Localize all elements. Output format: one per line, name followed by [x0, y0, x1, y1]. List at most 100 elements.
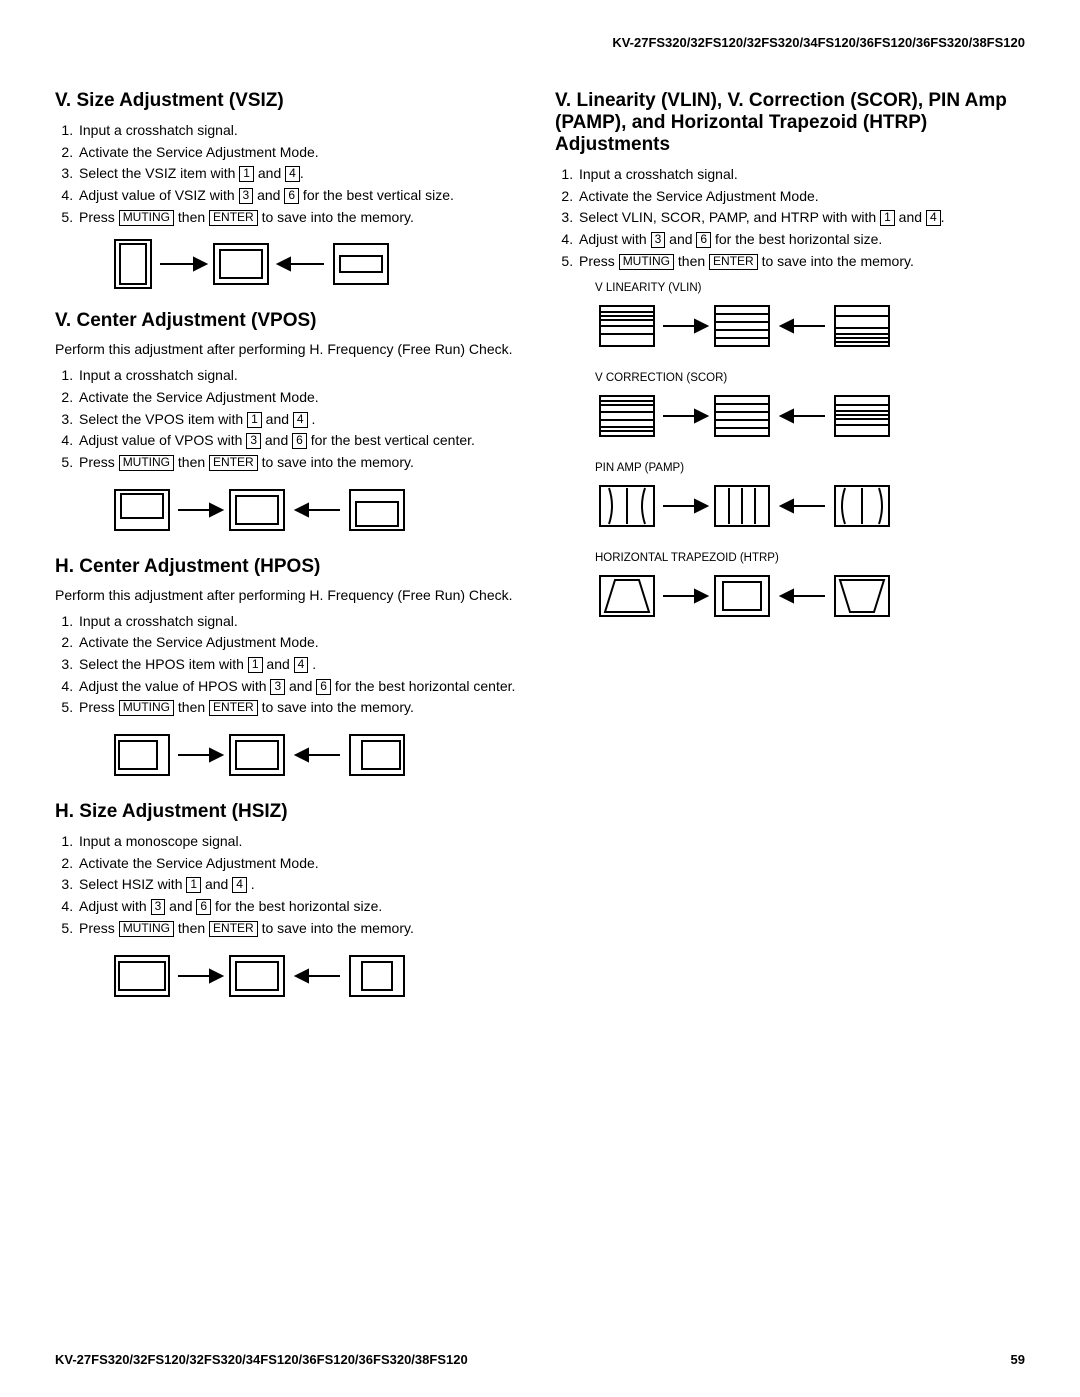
- footer-page-number: 59: [1011, 1352, 1025, 1367]
- vlin-svg: [595, 300, 915, 354]
- list-item: Adjust with 3 and 6 for the best horizon…: [77, 896, 525, 918]
- pamp-diagram: [595, 480, 1025, 534]
- text: Adjust value of VSIZ with: [79, 187, 239, 203]
- key-enter: ENTER: [209, 921, 258, 937]
- list-item: Press MUTING then ENTER to save into the…: [77, 918, 525, 940]
- list-item: Press MUTING then ENTER to save into the…: [77, 697, 525, 719]
- key-enter: ENTER: [709, 254, 758, 270]
- vpos-title: V. Center Adjustment (VPOS): [55, 310, 525, 332]
- scor-diagram: [595, 390, 1025, 444]
- text: and: [261, 432, 292, 448]
- pamp-svg: [595, 480, 915, 534]
- hpos-title: H. Center Adjustment (HPOS): [55, 556, 525, 578]
- text: and: [665, 231, 696, 247]
- list-item: Press MUTING then ENTER to save into the…: [577, 251, 1025, 273]
- hsiz-svg: [110, 950, 410, 1004]
- text: Press: [79, 920, 119, 936]
- list-item: Select the VPOS item with 1 and 4 .: [77, 409, 525, 431]
- text: and: [253, 187, 284, 203]
- vsiz-title: V. Size Adjustment (VSIZ): [55, 90, 525, 112]
- list-item: Activate the Service Adjustment Mode.: [577, 186, 1025, 208]
- key-4: 4: [285, 166, 300, 182]
- text: Adjust value of VPOS with: [79, 432, 246, 448]
- text: Select VLIN, SCOR, PAMP, and HTRP with w…: [579, 209, 880, 225]
- list-item: Input a crosshatch signal.: [77, 365, 525, 387]
- text: and: [165, 898, 196, 914]
- text: and: [201, 876, 232, 892]
- text: then: [174, 920, 209, 936]
- list-item: Press MUTING then ENTER to save into the…: [77, 452, 525, 474]
- text: to save into the memory.: [258, 209, 414, 225]
- text: and: [895, 209, 926, 225]
- text: Press: [579, 253, 619, 269]
- scor-svg: [595, 390, 915, 444]
- list-item: Input a monoscope signal.: [77, 831, 525, 853]
- list-item: Select VLIN, SCOR, PAMP, and HTRP with w…: [577, 207, 1025, 229]
- key-muting: MUTING: [119, 455, 174, 471]
- key-muting: MUTING: [119, 210, 174, 226]
- text: .: [308, 656, 316, 672]
- list-item: Select HSIZ with 1 and 4 .: [77, 874, 525, 896]
- footer: KV-27FS320/32FS120/32FS320/34FS120/36FS1…: [55, 1352, 1025, 1367]
- list-item: Activate the Service Adjustment Mode.: [77, 853, 525, 875]
- text: Select the HPOS item with: [79, 656, 248, 672]
- list-item: Activate the Service Adjustment Mode.: [77, 632, 525, 654]
- text: .: [247, 876, 255, 892]
- list-item: Adjust with 3 and 6 for the best horizon…: [577, 229, 1025, 251]
- list-item: Input a crosshatch signal.: [77, 120, 525, 142]
- text: and: [254, 165, 285, 181]
- key-1: 1: [248, 657, 263, 673]
- key-muting: MUTING: [619, 254, 674, 270]
- hpos-svg: [110, 729, 410, 783]
- scor-caption: V CORRECTION (SCOR): [595, 372, 1025, 384]
- pamp-caption: PIN AMP (PAMP): [595, 462, 1025, 474]
- header-model-line: KV-27FS320/32FS120/32FS320/34FS120/36FS1…: [55, 35, 1025, 50]
- page: KV-27FS320/32FS120/32FS320/34FS120/36FS1…: [0, 0, 1080, 1397]
- vsiz-diagram: [110, 238, 525, 292]
- htrp-svg: [595, 570, 915, 624]
- key-6: 6: [196, 899, 211, 915]
- two-column-layout: V. Size Adjustment (VSIZ) Input a crossh…: [55, 80, 1025, 1022]
- key-4: 4: [926, 210, 941, 226]
- key-1: 1: [239, 166, 254, 182]
- vpos-svg: [110, 484, 410, 538]
- text: Press: [79, 454, 119, 470]
- text: then: [174, 209, 209, 225]
- text: for the best horizontal size.: [711, 231, 882, 247]
- text: for the best horizontal center.: [331, 678, 515, 694]
- key-enter: ENTER: [209, 210, 258, 226]
- vpos-steps: Input a crosshatch signal. Activate the …: [55, 365, 525, 473]
- list-item: Adjust the value of HPOS with 3 and 6 fo…: [77, 676, 525, 698]
- hsiz-title: H. Size Adjustment (HSIZ): [55, 801, 525, 823]
- vlin-title: V. Linearity (VLIN), V. Correction (SCOR…: [555, 90, 1025, 156]
- list-item: Select the HPOS item with 1 and 4 .: [77, 654, 525, 676]
- vsiz-steps: Input a crosshatch signal. Activate the …: [55, 120, 525, 228]
- right-diagram-group: V LINEARITY (VLIN): [555, 282, 1025, 624]
- key-6: 6: [284, 188, 299, 204]
- text: .: [941, 209, 945, 225]
- text: to save into the memory.: [258, 699, 414, 715]
- text: Select the VPOS item with: [79, 411, 247, 427]
- text: Select the VSIZ item with: [79, 165, 239, 181]
- key-3: 3: [270, 679, 285, 695]
- text: Adjust with: [579, 231, 651, 247]
- key-4: 4: [293, 412, 308, 428]
- key-muting: MUTING: [119, 700, 174, 716]
- text: .: [300, 165, 304, 181]
- text: Adjust with: [79, 898, 151, 914]
- vlin-caption: V LINEARITY (VLIN): [595, 282, 1025, 294]
- list-item: Input a crosshatch signal.: [577, 164, 1025, 186]
- hsiz-steps: Input a monoscope signal. Activate the S…: [55, 831, 525, 939]
- key-6: 6: [292, 433, 307, 449]
- list-item: Activate the Service Adjustment Mode.: [77, 142, 525, 164]
- hpos-intro: Perform this adjustment after performing…: [55, 586, 525, 605]
- list-item: Press MUTING then ENTER to save into the…: [77, 207, 525, 229]
- key-enter: ENTER: [209, 700, 258, 716]
- key-6: 6: [696, 232, 711, 248]
- key-1: 1: [880, 210, 895, 226]
- footer-model-line: KV-27FS320/32FS120/32FS320/34FS120/36FS1…: [55, 1352, 468, 1367]
- text: and: [285, 678, 316, 694]
- htrp-caption: HORIZONTAL TRAPEZOID (HTRP): [595, 552, 1025, 564]
- text: then: [174, 454, 209, 470]
- vpos-intro: Perform this adjustment after performing…: [55, 340, 525, 359]
